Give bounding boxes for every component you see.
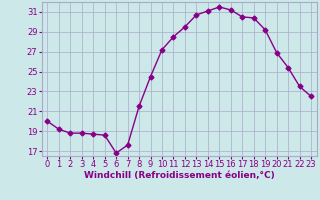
X-axis label: Windchill (Refroidissement éolien,°C): Windchill (Refroidissement éolien,°C) xyxy=(84,171,275,180)
